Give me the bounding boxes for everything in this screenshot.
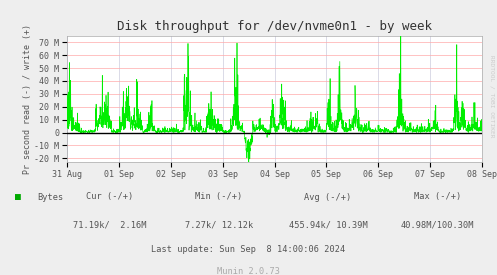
Text: RRDTOOL / TOBI OETIKER: RRDTOOL / TOBI OETIKER — [490, 55, 495, 138]
Y-axis label: Pr second read (-) / write (+): Pr second read (-) / write (+) — [23, 24, 32, 174]
Title: Disk throughput for /dev/nvme0n1 - by week: Disk throughput for /dev/nvme0n1 - by we… — [117, 20, 432, 33]
Text: ■: ■ — [15, 192, 21, 202]
Text: Min (-/+): Min (-/+) — [195, 192, 243, 202]
Text: Avg (-/+): Avg (-/+) — [304, 192, 352, 202]
Text: 455.94k/ 10.39M: 455.94k/ 10.39M — [289, 220, 367, 229]
Text: 7.27k/ 12.12k: 7.27k/ 12.12k — [184, 220, 253, 229]
Text: Bytes: Bytes — [37, 192, 64, 202]
Text: 71.19k/  2.16M: 71.19k/ 2.16M — [73, 220, 146, 229]
Text: Cur (-/+): Cur (-/+) — [85, 192, 133, 202]
Text: Munin 2.0.73: Munin 2.0.73 — [217, 267, 280, 275]
Text: Max (-/+): Max (-/+) — [414, 192, 461, 202]
Text: Last update: Sun Sep  8 14:00:06 2024: Last update: Sun Sep 8 14:00:06 2024 — [152, 245, 345, 254]
Text: 40.98M/100.30M: 40.98M/100.30M — [401, 220, 474, 229]
